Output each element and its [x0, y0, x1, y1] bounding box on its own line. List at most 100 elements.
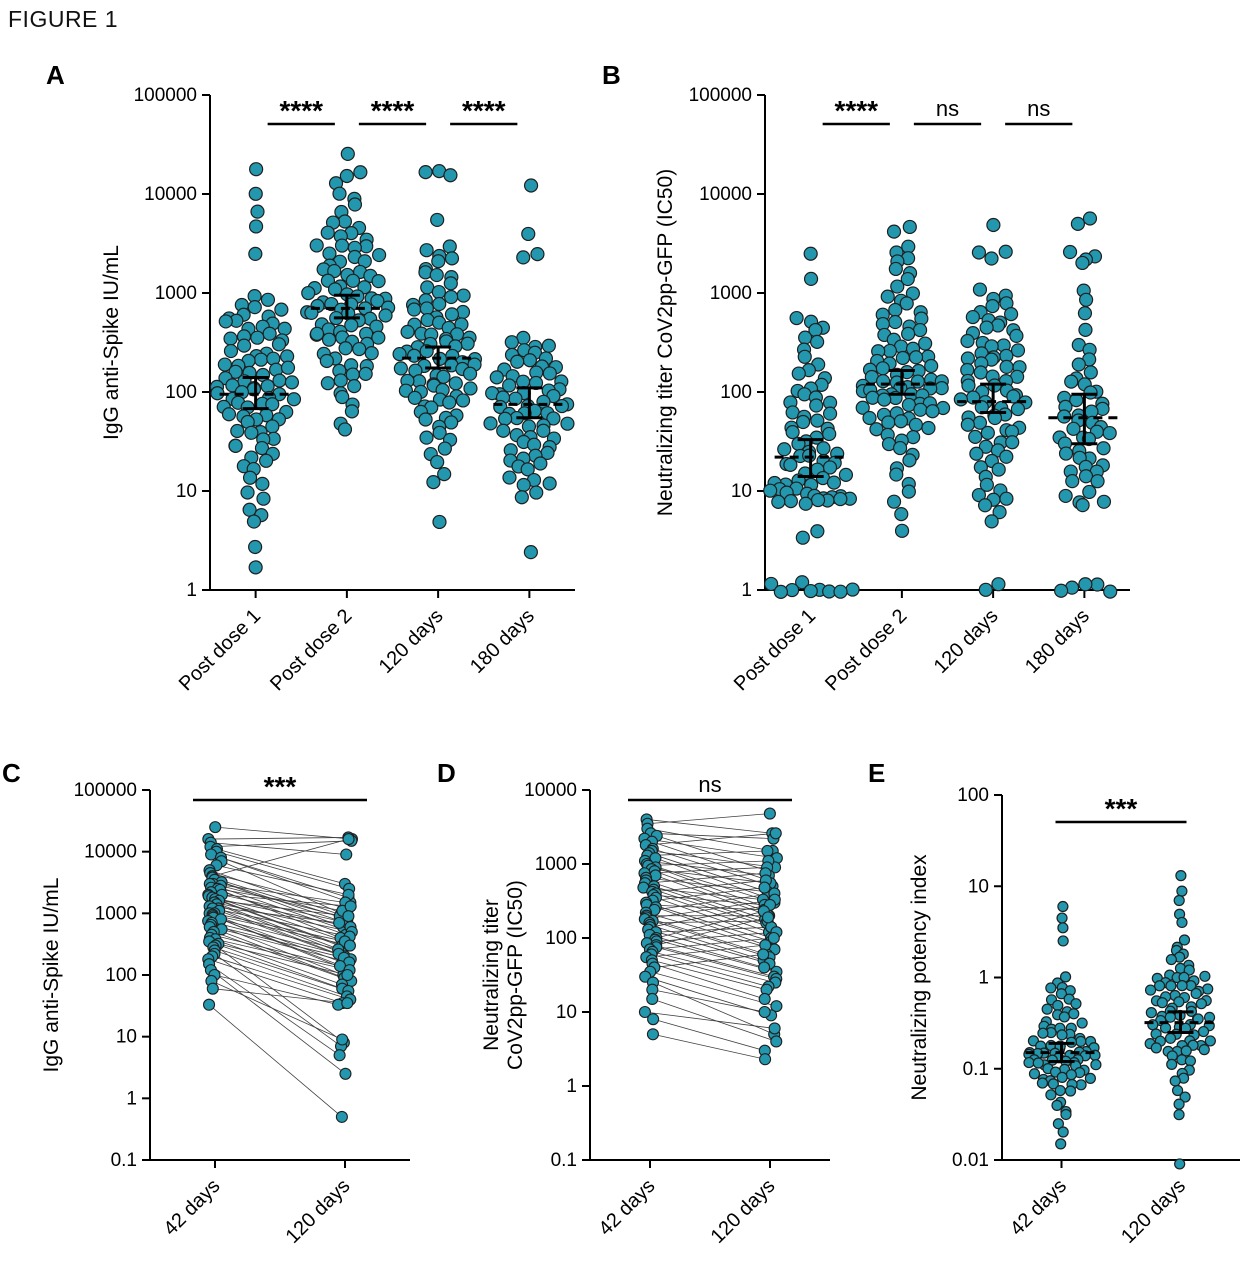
x-tick-label: Post dose 2 — [821, 605, 911, 695]
data-point — [892, 440, 908, 456]
data-point — [773, 584, 788, 599]
data-point — [236, 338, 252, 353]
data-point — [1169, 1075, 1181, 1087]
pair-line — [220, 857, 351, 903]
data-point — [902, 219, 917, 235]
data-point — [265, 397, 280, 412]
data-point — [758, 1005, 771, 1019]
data-point — [973, 365, 988, 380]
y-axis-title: Neutralizing titer — [480, 899, 503, 1051]
data-point — [444, 415, 459, 430]
y-tick-label: 10 — [116, 1027, 137, 1048]
data-point — [894, 507, 909, 522]
data-point — [1009, 328, 1024, 343]
data-point — [516, 477, 531, 493]
x-tick-label: Post dose 1 — [730, 605, 820, 695]
data-point — [419, 430, 434, 445]
data-point — [1198, 1044, 1210, 1056]
pair-line — [652, 920, 770, 958]
data-point — [337, 422, 353, 437]
data-point — [1202, 983, 1214, 995]
data-point — [432, 425, 447, 440]
data-point — [249, 162, 264, 177]
data-point — [430, 454, 445, 470]
data-point — [1071, 357, 1086, 372]
data-point — [221, 407, 237, 422]
data-point — [647, 1013, 660, 1026]
data-point — [1176, 885, 1188, 897]
x-tick-label: 120 days — [282, 1175, 355, 1248]
x-tick-label: 120 days — [1117, 1175, 1190, 1248]
sig-label: **** — [279, 95, 323, 126]
data-point — [881, 415, 896, 430]
y-tick-label: 1000 — [95, 903, 137, 924]
data-point — [758, 992, 771, 1006]
data-point — [400, 324, 415, 339]
pair-line — [219, 889, 341, 939]
data-point — [337, 214, 353, 229]
data-point — [1055, 988, 1068, 1000]
pair-line — [646, 904, 765, 911]
data-point — [250, 204, 265, 219]
data-point — [437, 441, 452, 456]
data-point — [890, 279, 905, 294]
data-point — [418, 412, 433, 427]
data-point — [1165, 953, 1177, 966]
sig-label: ns — [1027, 96, 1050, 121]
data-point — [431, 284, 446, 300]
data-point — [1179, 1091, 1191, 1103]
y-tick-label: 10 — [731, 481, 752, 502]
data-point — [902, 453, 917, 468]
data-point — [336, 1033, 349, 1046]
data-point — [1078, 577, 1093, 592]
pair-line — [646, 819, 773, 834]
y-axis-title: Neutralizing potency index — [908, 854, 931, 1101]
data-point — [274, 302, 289, 317]
pair-line — [656, 835, 770, 872]
data-point — [1180, 1045, 1192, 1057]
pair-line — [644, 866, 768, 874]
data-point — [442, 395, 457, 410]
data-point — [795, 575, 810, 590]
data-point — [246, 514, 262, 529]
data-point — [260, 379, 275, 394]
pair-line — [647, 813, 770, 825]
data-point — [810, 413, 825, 428]
y-tick-label: 100 — [545, 928, 577, 949]
pair-line — [210, 854, 349, 898]
x-tick-label: 42 days — [1006, 1175, 1071, 1240]
pair-line — [215, 938, 350, 971]
pair-line — [218, 943, 348, 976]
data-point — [980, 425, 995, 440]
data-point — [986, 217, 1001, 233]
data-point — [456, 288, 471, 303]
data-point — [345, 273, 361, 288]
data-point — [1064, 1085, 1077, 1097]
panel-E: E 0.01 0.1 1 10 100 42 days 120 days Neutralizin… — [868, 758, 1240, 1248]
data-point — [301, 285, 316, 301]
data-point — [1078, 322, 1093, 337]
data-point — [809, 398, 824, 413]
y-tick-label: 10000 — [84, 842, 137, 863]
data-point — [838, 467, 854, 482]
data-point — [1190, 987, 1202, 1000]
pair-line — [649, 937, 774, 950]
data-point — [1165, 980, 1177, 992]
y-tick-label: 1 — [741, 580, 752, 601]
data-point — [554, 398, 570, 414]
data-point — [969, 446, 984, 461]
pair-line — [649, 852, 773, 894]
data-point — [1058, 488, 1073, 504]
data-point — [489, 370, 504, 385]
data-point — [777, 442, 792, 457]
data-point — [442, 239, 457, 254]
data-point — [262, 326, 277, 341]
pair-line — [644, 860, 769, 876]
pair-line — [212, 956, 351, 1000]
data-point — [1103, 584, 1118, 599]
data-point — [888, 261, 903, 277]
data-point — [1184, 1055, 1196, 1067]
panel-C: C 0.1 1 10 100 1000 10000 100000 42 days 120 days… — [2, 758, 410, 1248]
data-point — [869, 422, 884, 437]
